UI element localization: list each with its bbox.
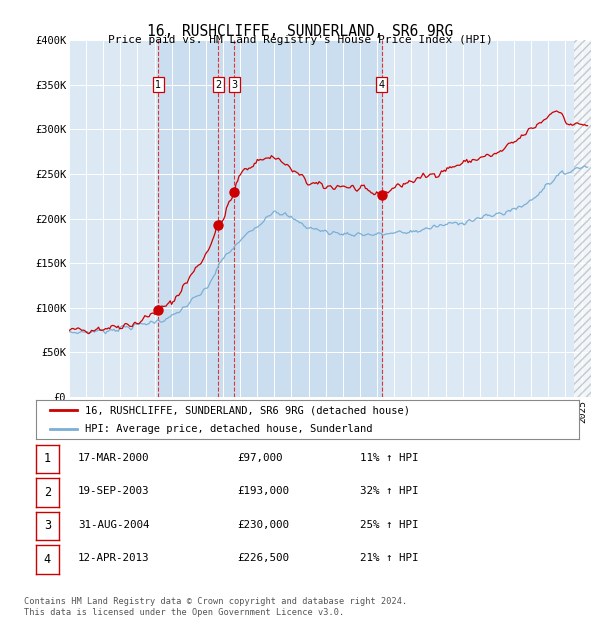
Text: 12-APR-2013: 12-APR-2013 bbox=[78, 553, 149, 563]
Text: 21% ↑ HPI: 21% ↑ HPI bbox=[360, 553, 419, 563]
Text: 4: 4 bbox=[44, 553, 51, 565]
Text: 17-MAR-2000: 17-MAR-2000 bbox=[78, 453, 149, 463]
Text: 4: 4 bbox=[379, 80, 385, 90]
Text: £193,000: £193,000 bbox=[237, 486, 289, 496]
Text: 19-SEP-2003: 19-SEP-2003 bbox=[78, 486, 149, 496]
Bar bbox=[158, 40, 382, 397]
Text: 1: 1 bbox=[44, 453, 51, 465]
Text: 2: 2 bbox=[44, 486, 51, 498]
Text: 16, RUSHCLIFFE, SUNDERLAND, SR6 9RG: 16, RUSHCLIFFE, SUNDERLAND, SR6 9RG bbox=[147, 24, 453, 38]
Text: Price paid vs. HM Land Registry's House Price Index (HPI): Price paid vs. HM Land Registry's House … bbox=[107, 35, 493, 45]
Text: £97,000: £97,000 bbox=[237, 453, 283, 463]
Text: 2: 2 bbox=[215, 80, 221, 90]
Text: 3: 3 bbox=[231, 80, 238, 90]
Text: 1: 1 bbox=[155, 80, 161, 90]
Text: HPI: Average price, detached house, Sunderland: HPI: Average price, detached house, Sund… bbox=[85, 424, 373, 434]
Text: 3: 3 bbox=[44, 520, 51, 532]
Text: £230,000: £230,000 bbox=[237, 520, 289, 529]
Text: £226,500: £226,500 bbox=[237, 553, 289, 563]
Text: Contains HM Land Registry data © Crown copyright and database right 2024.
This d: Contains HM Land Registry data © Crown c… bbox=[24, 598, 407, 617]
Bar bbox=[574, 40, 599, 397]
Text: 25% ↑ HPI: 25% ↑ HPI bbox=[360, 520, 419, 529]
Text: 32% ↑ HPI: 32% ↑ HPI bbox=[360, 486, 419, 496]
Text: 31-AUG-2004: 31-AUG-2004 bbox=[78, 520, 149, 529]
Text: 11% ↑ HPI: 11% ↑ HPI bbox=[360, 453, 419, 463]
Text: 16, RUSHCLIFFE, SUNDERLAND, SR6 9RG (detached house): 16, RUSHCLIFFE, SUNDERLAND, SR6 9RG (det… bbox=[85, 405, 410, 415]
